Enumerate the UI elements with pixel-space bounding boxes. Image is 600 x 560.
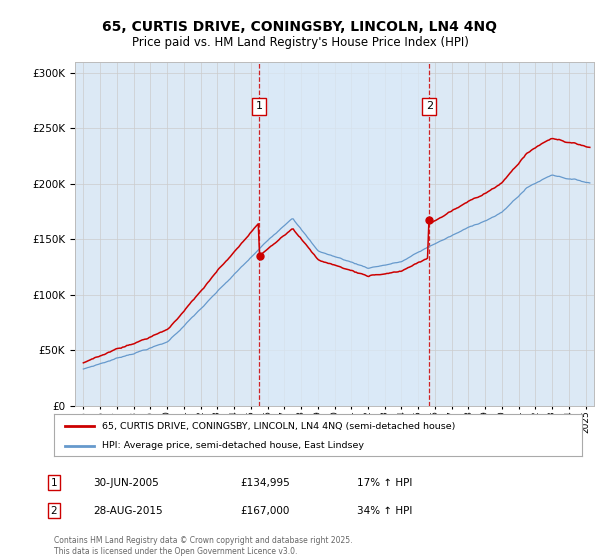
Text: 1: 1 [256,101,263,111]
Text: Contains HM Land Registry data © Crown copyright and database right 2025.
This d: Contains HM Land Registry data © Crown c… [54,536,353,556]
Bar [259,62,429,406]
Text: HPI: Average price, semi-detached house, East Lindsey: HPI: Average price, semi-detached house,… [101,441,364,450]
Text: Price paid vs. HM Land Registry's House Price Index (HPI): Price paid vs. HM Land Registry's House … [131,36,469,49]
Text: 1: 1 [50,478,58,488]
Text: 65, CURTIS DRIVE, CONINGSBY, LINCOLN, LN4 4NQ: 65, CURTIS DRIVE, CONINGSBY, LINCOLN, LN… [103,20,497,34]
Text: 30-JUN-2005: 30-JUN-2005 [93,478,159,488]
Text: £134,995: £134,995 [240,478,290,488]
Text: 17% ↑ HPI: 17% ↑ HPI [357,478,412,488]
Text: 65, CURTIS DRIVE, CONINGSBY, LINCOLN, LN4 4NQ (semi-detached house): 65, CURTIS DRIVE, CONINGSBY, LINCOLN, LN… [101,422,455,431]
Text: £167,000: £167,000 [240,506,289,516]
Text: 28-AUG-2015: 28-AUG-2015 [93,506,163,516]
Text: 2: 2 [425,101,433,111]
Text: 2: 2 [50,506,58,516]
Text: 34% ↑ HPI: 34% ↑ HPI [357,506,412,516]
